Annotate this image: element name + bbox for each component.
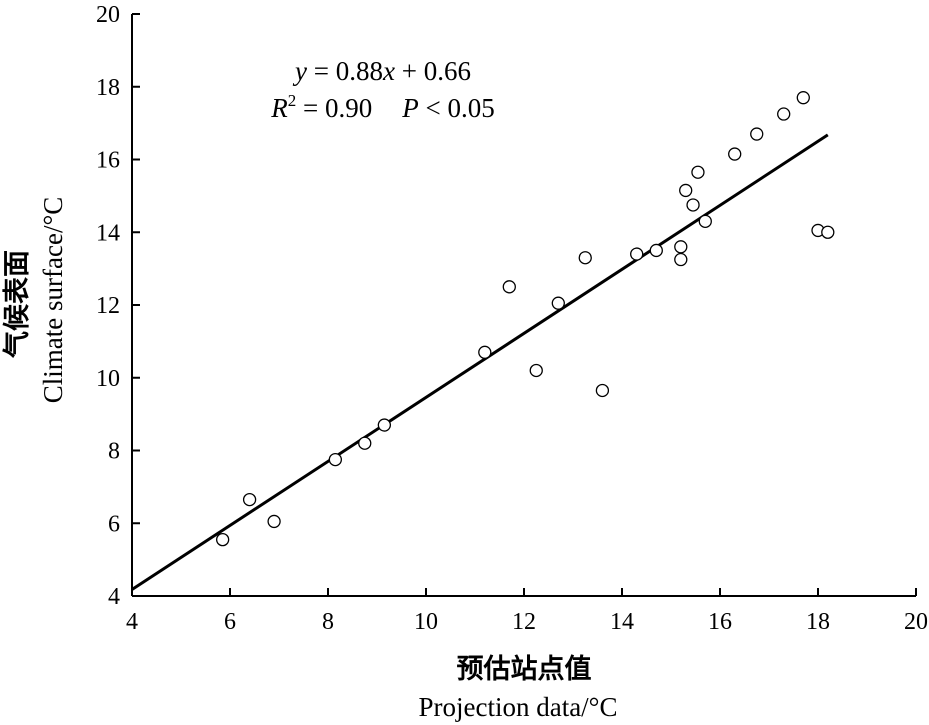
regression-line bbox=[131, 133, 829, 591]
y-tick-label: 18 bbox=[96, 75, 120, 101]
data-point bbox=[630, 247, 644, 261]
y-tick-label: 14 bbox=[96, 220, 120, 246]
data-point bbox=[267, 514, 281, 529]
stats-annotation: R2 = 0.90 P < 0.05 bbox=[270, 91, 494, 123]
equation-annotation: y = 0.88x + 0.66 bbox=[292, 56, 471, 86]
data-point bbox=[821, 225, 835, 239]
data-point bbox=[242, 492, 257, 507]
x-tick-label: 10 bbox=[414, 609, 438, 635]
stats-r-value: = 0.90 bbox=[296, 93, 372, 123]
equation-intercept: + 0.66 bbox=[395, 56, 471, 86]
y-tick-label: 10 bbox=[96, 366, 120, 392]
data-point bbox=[358, 436, 372, 450]
x-axis-title: Projection data/°C bbox=[418, 692, 617, 722]
data-point bbox=[478, 345, 492, 359]
data-point bbox=[686, 198, 700, 212]
data-point bbox=[551, 296, 565, 310]
stats-r-symbol: R bbox=[270, 93, 288, 123]
data-points bbox=[215, 91, 835, 547]
data-point bbox=[796, 91, 810, 105]
data-point bbox=[377, 418, 392, 432]
equation-y-var: y bbox=[292, 56, 307, 86]
data-point bbox=[698, 214, 712, 228]
y-tick-label: 12 bbox=[96, 293, 120, 319]
y-tick-label: 16 bbox=[96, 148, 120, 174]
data-point bbox=[691, 165, 705, 179]
x-tick-label: 14 bbox=[610, 609, 634, 635]
data-point bbox=[578, 251, 592, 265]
x-tick-label: 4 bbox=[126, 609, 138, 635]
data-point bbox=[777, 107, 791, 121]
y-axis-title: Climate surface/°C bbox=[38, 197, 68, 403]
y-tick-label: 4 bbox=[108, 584, 120, 610]
equation-x-var: x bbox=[382, 56, 395, 86]
fit-line-group bbox=[131, 133, 829, 591]
data-point bbox=[595, 383, 610, 398]
data-point bbox=[328, 452, 343, 467]
data-point bbox=[674, 240, 688, 254]
x-tick-label: 6 bbox=[224, 609, 236, 635]
y-axis-title-cn: 气候表面 bbox=[2, 250, 33, 359]
data-point bbox=[502, 280, 516, 294]
equation-slope: = 0.88 bbox=[307, 56, 383, 86]
stats-p-value: < 0.05 bbox=[419, 93, 495, 123]
y-tick-label: 8 bbox=[108, 439, 120, 465]
y-tick-label: 20 bbox=[96, 2, 120, 28]
data-point bbox=[674, 252, 688, 267]
x-tick-label: 16 bbox=[708, 609, 732, 635]
data-point bbox=[649, 243, 663, 258]
data-point bbox=[215, 532, 230, 547]
x-tick-label: 12 bbox=[512, 609, 536, 635]
data-point bbox=[679, 183, 693, 198]
ticks: 4 6 8 10 12 14 16 18 20 4 6 8 10 12 14 16 18 20 bbox=[96, 2, 928, 635]
data-point bbox=[750, 127, 764, 141]
stats-p-symbol: P bbox=[401, 93, 419, 123]
stats-r-superscript: 2 bbox=[288, 91, 297, 110]
y-tick-label: 6 bbox=[108, 511, 120, 537]
x-tick-label: 20 bbox=[904, 609, 928, 635]
data-point bbox=[529, 363, 543, 378]
x-tick-label: 18 bbox=[806, 609, 830, 635]
x-tick-label: 8 bbox=[322, 609, 334, 635]
data-point bbox=[728, 147, 742, 161]
x-axis-title-cn: 预估站点值 bbox=[457, 654, 592, 685]
